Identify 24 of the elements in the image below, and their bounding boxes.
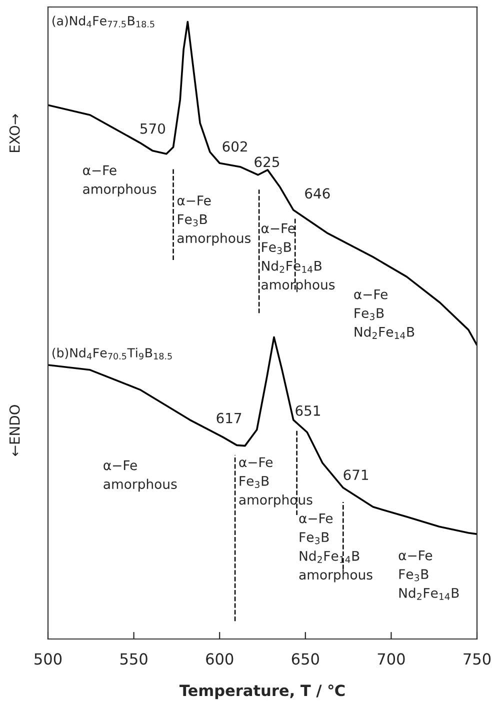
x-tick-label: 500 [34, 653, 62, 665]
series-label: (b)Nd$_{4}$Fe$_{70.5}$Ti$_{9}$B$_{18.5}$ [52, 348, 172, 360]
text: EXO→ [9, 114, 20, 152]
annotation: α−Fe Fe$_{3}$B amorphous [177, 196, 251, 246]
x-tick-label: 600 [206, 653, 234, 665]
text: α−Fe Fe$_{3}$B Nd$_{2}$Fe$_{14}$B amorphous [262, 223, 335, 292]
text: α−Fe Fe$_{3}$B Nd$_{2}$Fe$_{14}$B [354, 289, 414, 339]
x-tick-label: 550 [120, 653, 148, 665]
text: (a)Nd$_{4}$Fe$_{77.5}$B$_{18.5}$ [52, 16, 154, 28]
x-tick-label: 650 [292, 653, 319, 665]
annotation: α−Fe amorphous [83, 165, 156, 197]
annotation: 646 [305, 188, 330, 199]
annotation: 602 [222, 141, 247, 152]
annotation: 651 [296, 405, 320, 416]
annotation: α−Fe amorphous [104, 460, 177, 492]
annotation: 617 [216, 412, 242, 424]
x-tick-label: 700 [378, 653, 405, 665]
x-tick-label: 750 [464, 653, 491, 665]
text: α−Fe Fe$_{3}$B Nd$_{2}$Fe$_{14}$B [398, 550, 459, 600]
x-axis-title: Temperature, T / ℃ [179, 684, 345, 700]
annotation: 625 [254, 156, 280, 168]
text: ←ENDO [9, 405, 20, 456]
annotation: 570 [140, 123, 166, 134]
annotation: 671 [344, 470, 368, 480]
